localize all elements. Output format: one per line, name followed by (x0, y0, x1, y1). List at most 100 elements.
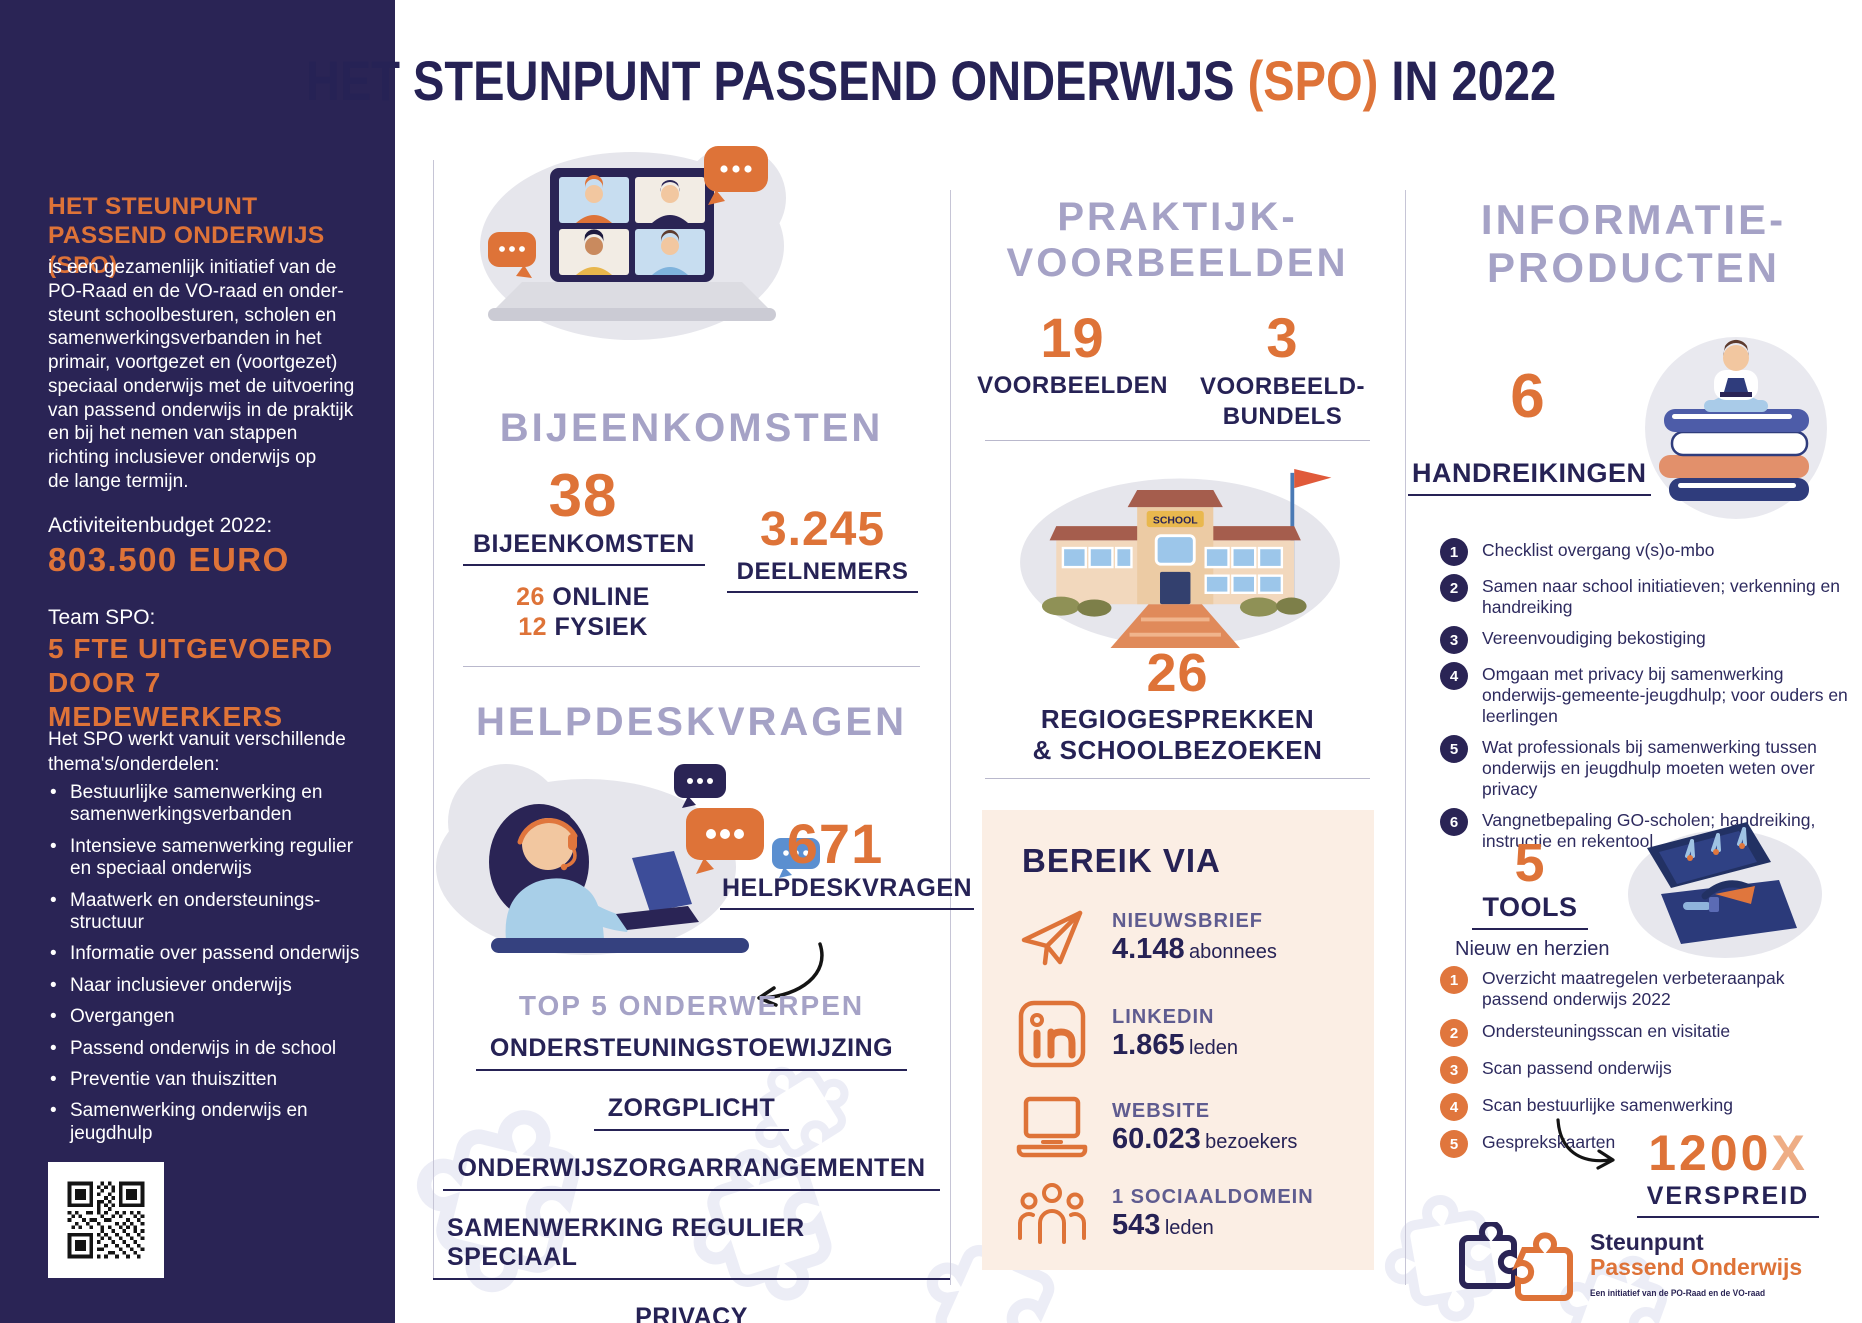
stat-helpdeskvragen: 671 HELPDESKVRAGEN (720, 812, 975, 910)
bereik-label: 1 SOCIAALDOMEIN (1112, 1186, 1314, 1208)
stat-tools: 5 TOOLS Nieuw en herzien (1455, 833, 1610, 961)
stat-label: BIJEENKOMSTEN (463, 530, 705, 566)
stat-value: 5 (1514, 833, 1546, 893)
stat-voorbeeldbundels: 3 VOORBEELD- BUNDELS (1185, 310, 1380, 432)
online-label: ONLINE (552, 583, 650, 611)
list-item: 2 Ondersteuningsscan en visitatie (1440, 1019, 1848, 1047)
fysiek-count: 12 (518, 613, 548, 641)
handreikingen-list: 1 Checklist overgang v(s)o-mbo 2 Samen n… (1440, 538, 1848, 852)
bereik-unit: abonnees (1189, 941, 1277, 963)
list-item: 5 Gesprekskaarten (1440, 1130, 1848, 1158)
stat-label: VOORBEELD- BUNDELS (1199, 373, 1365, 430)
logo-line2: Passend Onderwijs (1590, 1254, 1803, 1281)
bereik-value: 4.148 (1112, 933, 1185, 965)
themes-intro: Het SPO werkt vanuit verschillende thema… (48, 729, 346, 775)
item-number-badge: 5 (1440, 1130, 1468, 1158)
theme-item-text: Samenwerking onderwijs en jeugdhulp (70, 1100, 308, 1144)
paper-plane-icon (1021, 910, 1083, 966)
item-number-badge: 4 (1440, 1093, 1468, 1121)
stat-label: TOOLS (1472, 892, 1588, 930)
theme-item-text: Naar inclusiever onderwijs (70, 974, 292, 996)
stat-label: VOORBEELDEN (977, 372, 1168, 399)
sidebar-heading: HET STEUNPUNT PASSEND ONDERWIJS (SPO) (48, 193, 325, 279)
school-illustration: SCHOOL (1020, 469, 1340, 648)
theme-item: Maatwerk en ondersteunings- structuur (48, 890, 378, 935)
theme-item-text: Passend onderwijs in de school (70, 1037, 337, 1059)
item-number-badge: 1 (1440, 966, 1468, 994)
stat-value: 19 (1040, 306, 1105, 369)
list-item: 3 Vereenvoudiging bekostiging (1440, 626, 1848, 654)
stat-value: 3 (1266, 306, 1299, 369)
stat-value: 6 (1510, 362, 1546, 431)
curved-arrow-icon (1556, 1118, 1615, 1170)
theme-item-text: Overgangen (70, 1006, 175, 1028)
bereik-label: LINKEDIN (1112, 1006, 1215, 1028)
item-number-badge: 6 (1440, 808, 1468, 836)
logo-line1: Steunpunt (1590, 1229, 1704, 1255)
curved-arrow-icon (757, 942, 824, 1007)
theme-item: Naar inclusiever onderwijs (48, 974, 378, 998)
theme-item-text: Preventie van thuiszitten (70, 1069, 278, 1091)
steunpunt-logo-icon (1459, 1222, 1573, 1301)
bereik-row-website: WEBSITE 60.023 bezoekers (1016, 1092, 1297, 1164)
theme-item: Preventie van thuiszitten (48, 1069, 378, 1092)
stat-deelnemers: 3.245 DEELNEMERS (700, 506, 945, 593)
stat-verspreid: 1200X VERSPREID (1618, 1128, 1838, 1218)
section-divider (463, 666, 920, 667)
list-item: 5 Wat professionals bij samenwerking tus… (1440, 735, 1848, 800)
bereik-unit: leden (1189, 1037, 1238, 1059)
item-number-badge: 1 (1440, 538, 1468, 566)
section-heading-praktijkvoorbeelden: PRAKTIJK- VOORBEELDEN (1006, 195, 1349, 285)
logo-tagline: Een initiatief van de PO-Raad en de VO-r… (1590, 1287, 1766, 1299)
team-value: 5 FTE UITGEVOERD DOOR 7 MEDEWERKERS (48, 633, 334, 733)
online-count: 26 (516, 583, 545, 611)
item-text: Overzicht maatregelen verbeteraanpak pas… (1482, 968, 1785, 1009)
bereik-label: WEBSITE (1112, 1100, 1211, 1122)
topic-item: SAMENWERKING REGULIER SPECIAAL (433, 1214, 950, 1280)
stat-value: 3.245 (759, 503, 886, 556)
team-label: Team SPO: (48, 606, 156, 629)
bereik-unit: bezoekers (1205, 1131, 1298, 1153)
item-text: Gesprekskaarten (1482, 1132, 1616, 1152)
list-item: 3 Scan passend onderwijs (1440, 1056, 1848, 1084)
item-number-badge: 4 (1440, 662, 1468, 690)
item-text: Omgaan met privacy bij samenwerking onde… (1482, 664, 1848, 726)
sidebar-intro-text: is een gezamenlijk initiatief van de PO-… (48, 257, 355, 492)
budget-label: Activiteitenbudget 2022: (48, 514, 273, 537)
item-text: Vangnetbepaling GO-scholen; handreiking,… (1482, 810, 1816, 851)
page-title-spo: (SPO) (1247, 49, 1379, 112)
laptop-icon (1016, 1096, 1088, 1158)
bereik-heading: BEREIK VIA (1022, 842, 1221, 879)
item-number-badge: 3 (1440, 626, 1468, 654)
top5-heading: TOP 5 ONDERWERPEN (518, 990, 865, 1021)
theme-item: Bestuurlijke samenwerking en samenwerkin… (48, 782, 378, 827)
theme-item-text: Intensieve samenwerking regulier en spec… (70, 835, 354, 880)
bereik-value: 60.023 (1112, 1123, 1201, 1155)
page-title: HET STEUNPUNT PASSEND ONDERWIJS (SPO) IN… (149, 48, 1713, 113)
school-sign-text: SCHOOL (1153, 515, 1198, 526)
budget-value: 803.500 EURO (48, 541, 290, 578)
theme-item: Intensieve samenwerking regulier en spec… (48, 836, 378, 881)
list-item: 6 Vangnetbepaling GO-scholen; handreikin… (1440, 808, 1848, 852)
stat-value: 671 (786, 812, 884, 875)
topic-item: ONDERWIJSZORGARRANGEMENTEN (443, 1154, 940, 1191)
linkedin-icon (1018, 1000, 1086, 1068)
spread-label: VERSPREID (1636, 1182, 1820, 1218)
theme-item-text: Bestuurlijke samenwerking en samenwerkin… (70, 782, 323, 826)
section-divider (985, 778, 1370, 779)
qr-code-image (53, 1167, 159, 1273)
speech-bubble-icon (674, 764, 726, 808)
item-text: Wat professionals bij samenwerking tusse… (1482, 737, 1817, 799)
video-call-illustration (480, 146, 786, 340)
column-divider (1405, 190, 1406, 1285)
stat-regiogesprekken: 26 REGIOGESPREKKEN & SCHOOLBEZOEKEN (950, 646, 1405, 766)
speech-bubble-icon (772, 838, 820, 878)
bereik-row-sociaaldomein: 1 SOCIAALDOMEIN 543 leden (1016, 1178, 1314, 1250)
stat-label: REGIOGESPREKKEN & SCHOOLBEZOEKEN (1032, 704, 1323, 766)
stat-bijeenkomsten: 38 BIJEENKOMSTEN 26 ONLINE 12 FYSIEK (463, 466, 705, 642)
qr-code (48, 1162, 164, 1278)
column-divider (433, 160, 434, 1280)
theme-item: Passend onderwijs in de school (48, 1037, 378, 1061)
helpdesk-illustration (436, 764, 820, 955)
